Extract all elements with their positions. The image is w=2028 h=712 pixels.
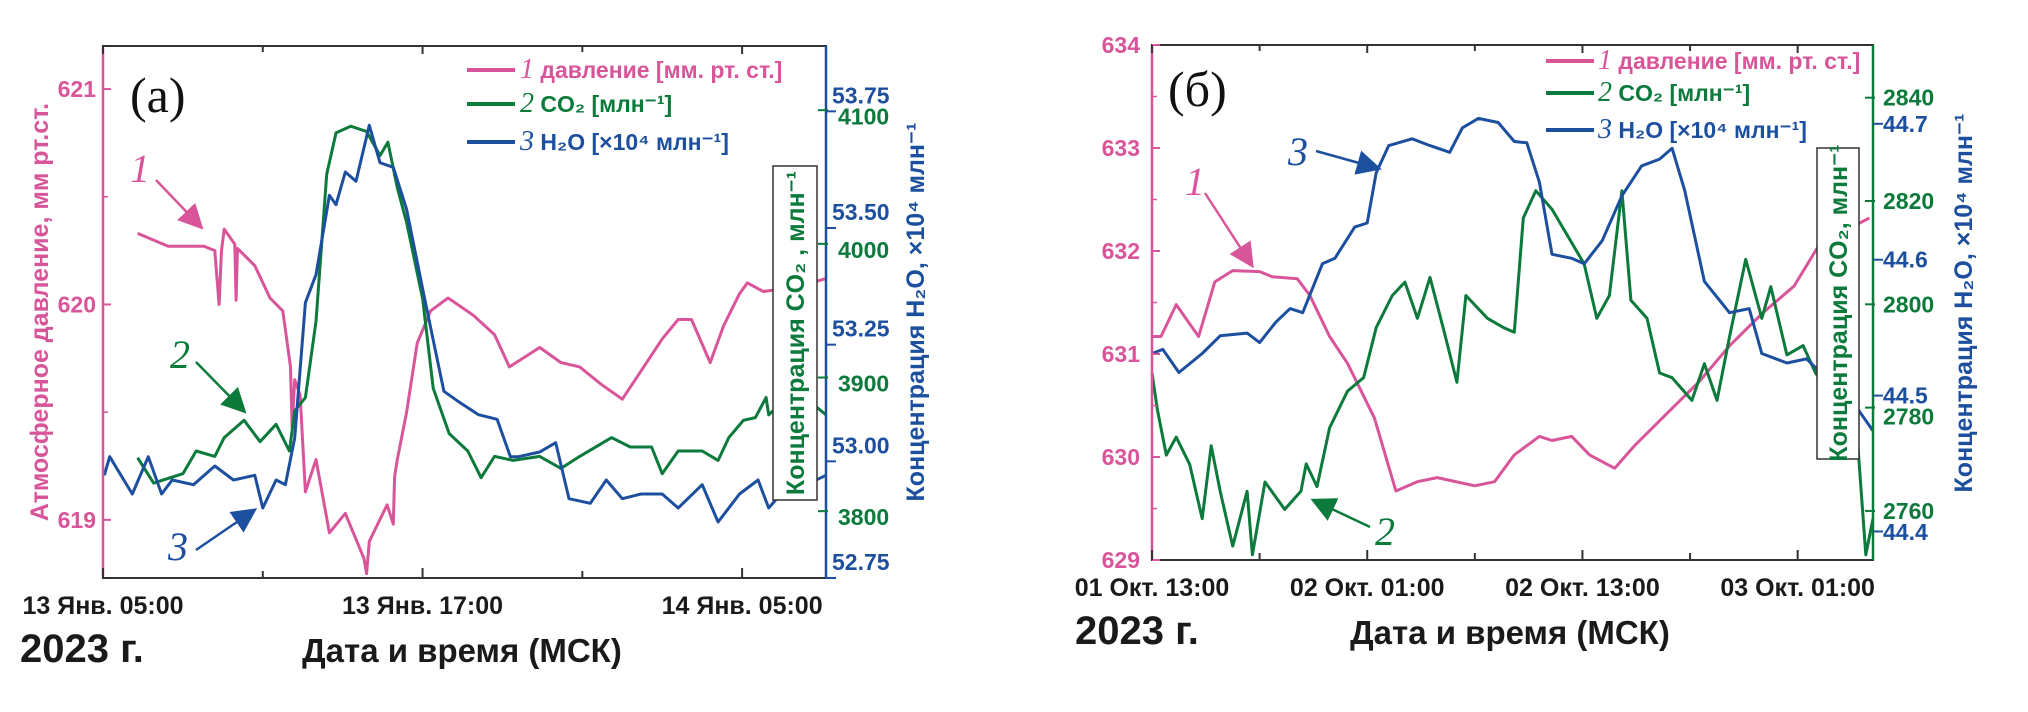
x-tick-label: 01 Окт. 13:00 — [1075, 574, 1230, 602]
pressure-tick-label: 621 — [58, 76, 97, 102]
x-axis-title-b: Дата и время (МСК) — [1350, 614, 1670, 651]
y-axis-title-h2o-a: Концентрация H₂O, ×10⁴ млн⁻¹ — [902, 123, 930, 502]
annotation-2-a: 2 — [170, 332, 190, 377]
pressure-tick-label: 632 — [1102, 238, 1140, 264]
annotation-1-a: 1 — [130, 146, 150, 191]
pressure-tick-label: 634 — [1102, 32, 1141, 58]
co2-tick-label: 4100 — [838, 103, 889, 129]
chart-b: 6296306316326336342760278028002820284044… — [1075, 32, 1978, 653]
year-label-a: 2023 г. — [20, 627, 144, 671]
x-tick-label: 14 Янв. 05:00 — [662, 592, 823, 620]
annotation-3-b: 3 — [1287, 129, 1308, 174]
legend-item-co2: 2 CO₂ [млн⁻¹] — [1598, 77, 1750, 108]
h2o-tick-label: 53.50 — [832, 199, 890, 225]
x-tick-label: 13 Янв. 17:00 — [342, 592, 503, 620]
co2-tick-label: 2760 — [1883, 498, 1934, 524]
co2-tick-label: 4000 — [838, 237, 889, 263]
y-axis-title-co2-a: Концентрация CO₂ , млн⁻¹ — [782, 171, 810, 495]
panel-label-a: (а) — [130, 67, 186, 123]
plot-frame-a — [102, 45, 827, 579]
co2-tick-label: 2800 — [1883, 291, 1934, 317]
x-axis-title-a: Дата и время (МСК) — [302, 632, 622, 669]
co2-tick-label: 2780 — [1883, 404, 1934, 430]
x-tick-label: 03 Окт. 01:00 — [1720, 574, 1875, 602]
y-axis-title-pressure-a: Атмосферное давление, мм рт.ст. — [26, 103, 54, 521]
chart-a: 619 620 621 3800 3900 4000 4100 52.75 53.00 53.25… — [20, 45, 930, 671]
pressure-tick-label: 629 — [1102, 547, 1140, 573]
co2-tick-label: 3900 — [838, 371, 889, 397]
co2-axis-title-box-b — [1816, 147, 1860, 460]
annotation-arrow-2-b — [1310, 498, 1371, 529]
legend-item-co2: 2 CO₂ [млн⁻¹] — [520, 88, 672, 119]
series-line-co2-b — [1150, 189, 1875, 557]
x-tick-label: 13 Янв. 05:00 — [22, 592, 183, 620]
h2o-tick-label: 53.00 — [832, 432, 890, 458]
h2o-tick-label: 44.7 — [1883, 111, 1928, 137]
series-line-pressure-a — [137, 227, 827, 576]
legend-item-pressure: 1 давление [мм. рт. ст.] — [520, 54, 782, 85]
annotation-3-a: 3 — [167, 524, 188, 569]
annotation-arrow-2-a — [195, 361, 247, 414]
legend-b: 1 давление [мм. рт. ст.] 2 CO₂ [млн⁻¹] 3… — [1546, 45, 1860, 145]
panel-label-b: (б) — [1168, 61, 1227, 117]
series-line-co2-a — [136, 124, 827, 485]
annotation-arrow-3-b — [1315, 149, 1382, 175]
pressure-tick-label: 619 — [58, 507, 96, 533]
h2o-tick-label: 52.75 — [832, 549, 890, 575]
co2-tick-label: 2840 — [1883, 85, 1934, 111]
year-label-b: 2023 г. — [1075, 609, 1199, 653]
h2o-tick-label: 44.6 — [1883, 247, 1928, 273]
annotation-arrow-3-a — [195, 508, 258, 552]
co2-axis-title-box-a — [772, 165, 818, 501]
x-tick-label: 02 Окт. 01:00 — [1290, 574, 1445, 602]
pressure-tick-label: 633 — [1102, 135, 1140, 161]
annotation-1-b: 1 — [1185, 159, 1205, 204]
legend-item-pressure: 1 давление [мм. рт. ст.] — [1598, 45, 1860, 76]
pressure-tick-label: 620 — [58, 291, 96, 317]
h2o-tick-label: 44.4 — [1883, 519, 1928, 545]
series-line-h2o-b — [1151, 116, 1875, 432]
series-line-h2o-a — [102, 123, 827, 524]
co2-tick-label: 3800 — [838, 504, 889, 530]
pressure-tick-label: 631 — [1102, 341, 1141, 367]
annotation-2-b: 2 — [1375, 509, 1395, 554]
series-line-pressure-b — [1152, 216, 1871, 493]
legend-item-h2o: 3 H₂O [×10⁴ млн⁻¹] — [519, 126, 729, 157]
annotation-arrow-1-b — [1203, 192, 1254, 269]
co2-tick-label: 2820 — [1883, 188, 1934, 214]
h2o-tick-label: 53.25 — [832, 316, 890, 342]
pressure-tick-label: 630 — [1102, 444, 1140, 470]
y-axis-title-h2o-b: Концентрация H₂O, ×10⁴ млн⁻¹ — [1950, 114, 1978, 493]
x-tick-label: 02 Окт. 13:00 — [1505, 574, 1660, 602]
y-axis-title-co2-b: Концентрация CO₂, млн⁻¹ — [1825, 144, 1853, 461]
h2o-tick-label: 53.75 — [832, 82, 890, 108]
annotation-arrow-1-a — [155, 179, 204, 230]
h2o-tick-label: 44.5 — [1883, 383, 1928, 409]
legend-a: 1 давление [мм. рт. ст.] 2 CO₂ [млн⁻¹] 3… — [467, 54, 782, 157]
legend-item-h2o: 3 H₂O [×10⁴ млн⁻¹] — [1597, 114, 1807, 145]
